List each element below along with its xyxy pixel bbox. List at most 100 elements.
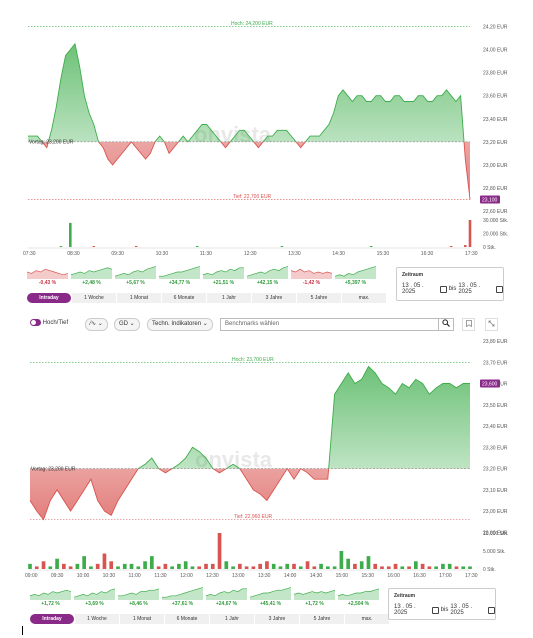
volume-bar xyxy=(319,563,323,569)
gd-dropdown[interactable]: GD ⌄ xyxy=(114,318,140,331)
volume-bar xyxy=(353,563,357,569)
price-chart-1[interactable]: 24,20 EUR 24,00 EUR 23,80 EUR 23,60 EUR 23,4… xyxy=(0,0,533,260)
sparkline-area xyxy=(203,267,244,279)
timeframe-preview[interactable]: +21,51 % xyxy=(203,264,244,286)
y-axis-tick-label: 22,80 EUR xyxy=(483,186,508,192)
volume-tick-label: 5.000 Stk. xyxy=(483,549,506,555)
chart-toolbar: Hoch/Tief ⁄∿ ⌄ GD ⌄ Techn. Indikatoren ⌄… xyxy=(30,318,500,331)
calendar-icon[interactable] xyxy=(439,285,447,293)
tab-1-jahr[interactable]: 1 Jahr xyxy=(207,293,251,303)
sparkline-area xyxy=(206,588,247,600)
x-axis-tick-label: 17:00 xyxy=(439,573,452,579)
y-axis-tick-label: 23,00 EUR xyxy=(483,163,508,169)
timeframe-preview[interactable]: +2,48 % xyxy=(71,264,112,286)
timeframe-preview[interactable]: -0,43 % xyxy=(27,264,68,286)
tab-6-monate[interactable]: 6 Monate xyxy=(162,293,206,303)
calendar-icon[interactable] xyxy=(496,285,503,293)
volume-bar xyxy=(109,561,114,569)
x-axis-tick-label: 16:30 xyxy=(421,251,434,257)
chart-type-icon: ⁄∿ xyxy=(90,321,97,327)
sparkline xyxy=(250,587,291,600)
date-to-field[interactable]: 13 . 05 . 2025 xyxy=(450,604,473,616)
tab-intraday[interactable]: Intraday xyxy=(27,293,71,303)
tab-1-woche[interactable]: 1 Woche xyxy=(72,293,116,303)
tief-label: Tief: 22,700 EUR xyxy=(233,194,272,200)
volume-bar xyxy=(434,566,438,569)
x-axis-tick-label: 08:30 xyxy=(67,251,80,257)
timeframe-preview[interactable]: +37,61 % xyxy=(162,585,203,607)
timeframe-preview-strip-1: -0,43 % +2,48 % +5,67 % +34,77 % +21,51 % +42… xyxy=(27,264,376,286)
volume-bar xyxy=(89,566,93,569)
date-to-field[interactable]: 13 . 05 . 2025 xyxy=(458,283,481,295)
timeframe-preview[interactable]: +2,504 % xyxy=(338,585,379,607)
tab-6-monate[interactable]: 6 Monate xyxy=(165,614,209,624)
y-axis-tick-label: 23,20 EUR xyxy=(483,467,508,473)
timeframe-preview[interactable]: +5,397 % xyxy=(335,264,376,286)
y-axis-tick-label: 23,30 EUR xyxy=(483,445,508,451)
tab-1-monat[interactable]: 1 Monat xyxy=(117,293,161,303)
vortag-label: Vortag: 23,200 EUR xyxy=(29,140,74,146)
timeframe-preview[interactable]: +1,72 % xyxy=(30,585,71,607)
volume-bar xyxy=(454,566,459,569)
sparkline xyxy=(206,588,247,600)
change-percent: +21,51 % xyxy=(212,280,235,286)
tab-max[interactable]: max. xyxy=(342,293,386,303)
sparkline-line xyxy=(294,589,335,595)
timeframe-preview[interactable]: -1,42 % xyxy=(291,264,332,286)
volume-bar xyxy=(346,558,350,569)
tab-1-monat[interactable]: 1 Monat xyxy=(120,614,164,624)
timeframe-tabs-1: Intraday 1 Woche 1 Monat 6 Monate 1 Jahr 3 Ja… xyxy=(27,293,387,303)
volume-bar xyxy=(59,246,63,247)
volume-bar xyxy=(48,566,53,569)
benchmark-search-input[interactable]: Benchmarks wählen xyxy=(220,318,442,331)
tab-1-woche[interactable]: 1 Woche xyxy=(75,614,119,624)
current-price-badge xyxy=(480,195,500,204)
search-icon xyxy=(442,319,450,328)
volume-bar xyxy=(447,563,452,569)
timeframe-preview[interactable]: +45,41 % xyxy=(250,585,291,607)
timeframe-preview[interactable]: +1,72 % xyxy=(294,585,335,607)
date-from-field[interactable]: 13 . 05 . 2025 xyxy=(394,604,416,616)
zeitraum-box-1: Zeitraum 13 . 05 . 2025 bis 13 . 05 . 20… xyxy=(396,267,504,301)
volume-tick-label: 0 Stk. xyxy=(483,245,496,251)
calendar-icon[interactable] xyxy=(488,606,495,614)
change-percent: +1,72 % xyxy=(41,601,60,607)
x-axis-tick-label: 11:00 xyxy=(129,573,141,579)
timeframe-preview[interactable]: +34,77 % xyxy=(159,264,200,286)
indicators-dropdown[interactable]: Techn. Indikatoren ⌄ xyxy=(147,318,213,331)
volume-bar xyxy=(116,566,120,569)
timeframe-preview[interactable]: +8,46 % xyxy=(118,585,159,607)
tab-5-jahre[interactable]: 5 Jahre xyxy=(297,293,341,303)
hoch-tief-label: Hoch/Tief xyxy=(42,320,69,326)
volume-tick-label: 20.000 Stk. xyxy=(483,232,508,238)
calendar-icon[interactable] xyxy=(431,606,439,614)
x-axis-tick-label: 14:30 xyxy=(310,573,323,579)
volume-bar xyxy=(170,566,174,569)
volume-bar xyxy=(312,566,317,569)
timeframe-preview[interactable]: +42,15 % xyxy=(247,264,288,286)
fullscreen-button[interactable] xyxy=(485,318,498,331)
timeframe-preview[interactable]: +5,67 % xyxy=(115,264,156,286)
timeframe-preview[interactable]: +24,67 % xyxy=(206,585,247,607)
tab-3-jahre[interactable]: 3 Jahre xyxy=(255,614,299,624)
tab-intraday[interactable]: Intraday xyxy=(30,614,74,624)
tab-5-jahre[interactable]: 5 Jahre xyxy=(300,614,344,624)
hoch-tief-toggle[interactable]: Hoch/Tief xyxy=(30,318,68,329)
volume-bar xyxy=(136,566,141,569)
tab-max[interactable]: max. xyxy=(345,614,389,624)
sparkline-line xyxy=(74,588,115,598)
tab-1-jahr[interactable]: 1 Jahr xyxy=(210,614,254,624)
x-axis-tick-label: 12:30 xyxy=(206,573,219,579)
sparkline-line xyxy=(30,589,71,597)
search-button[interactable] xyxy=(438,318,454,331)
volume-bar xyxy=(369,246,373,247)
date-from-field[interactable]: 13 . 05 . 2025 xyxy=(402,283,424,295)
volume-bar xyxy=(407,566,411,569)
toggle-switch-icon[interactable] xyxy=(30,318,41,326)
chart-type-dropdown[interactable]: ⁄∿ ⌄ xyxy=(85,318,108,331)
tab-3-jahre[interactable]: 3 Jahre xyxy=(252,293,296,303)
bookmark-button[interactable] xyxy=(462,318,475,331)
change-percent: +37,61 % xyxy=(171,601,194,607)
timeframe-preview[interactable]: +3,69 % xyxy=(74,585,115,607)
